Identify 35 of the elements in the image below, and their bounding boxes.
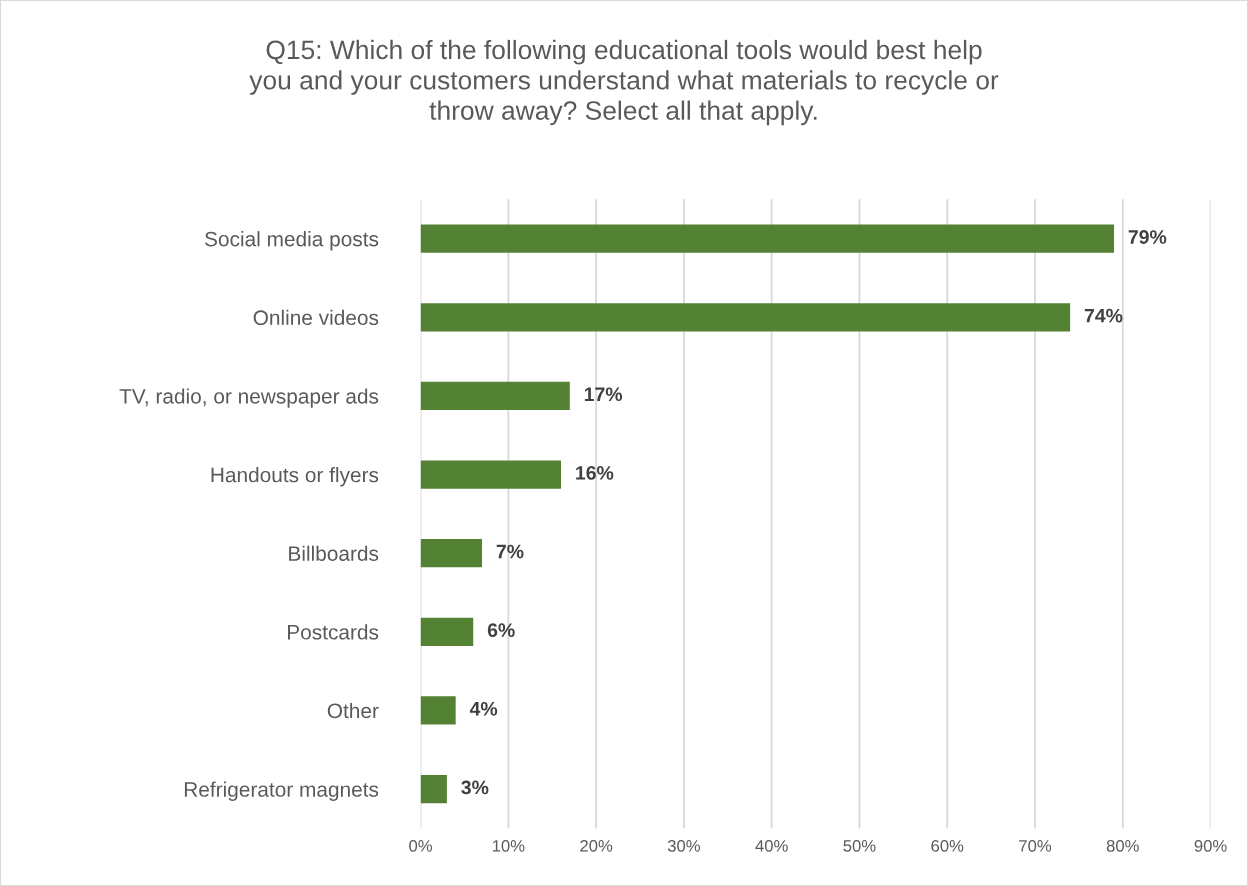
data-label: 16% bbox=[576, 466, 614, 480]
x-tick-label: 20% bbox=[580, 839, 613, 852]
y-tick-label: Handouts or flyers bbox=[211, 467, 379, 487]
y-tick-label: Social media posts bbox=[205, 231, 379, 251]
chart-title: Q15: Which of the following educational tools would best help you and your customers understand what materials to recycle or throw away? Select all that apply. bbox=[249, 39, 999, 126]
y-tick-label: Online videos bbox=[253, 309, 379, 326]
data-label: 79% bbox=[1128, 230, 1167, 244]
bar bbox=[420, 303, 1071, 332]
bar bbox=[420, 460, 562, 489]
data-label: 74% bbox=[1084, 308, 1123, 323]
y-tick-label: Billboards bbox=[289, 545, 379, 561]
x-tick-label: 80% bbox=[1106, 839, 1139, 852]
x-tick-label: 50% bbox=[843, 839, 876, 852]
data-label: 3% bbox=[461, 780, 489, 795]
x-tick-label: 40% bbox=[755, 839, 788, 852]
x-tick-label: 10% bbox=[492, 839, 525, 852]
data-label: 7% bbox=[496, 544, 524, 559]
bar bbox=[420, 617, 474, 646]
x-tick-label: 70% bbox=[1019, 839, 1052, 852]
bar bbox=[420, 774, 447, 804]
data-label: 6% bbox=[487, 623, 515, 638]
y-tick-label: TV, radio, or newspaper ads bbox=[119, 388, 379, 408]
x-tick-label: 90% bbox=[1194, 839, 1227, 852]
x-tick-label: 0% bbox=[409, 839, 433, 852]
x-tick-label: 30% bbox=[667, 839, 700, 852]
x-tick-label: 60% bbox=[931, 839, 964, 852]
bar bbox=[420, 224, 1115, 253]
data-label: 17% bbox=[584, 387, 623, 402]
y-tick-label: Postcards bbox=[287, 624, 379, 640]
y-tick-label: Other bbox=[327, 702, 379, 719]
data-label: 4% bbox=[469, 701, 498, 716]
bar bbox=[420, 381, 570, 411]
y-tick-label: Refrigerator magnets bbox=[184, 781, 379, 801]
bar bbox=[420, 539, 483, 568]
bar bbox=[420, 696, 456, 725]
